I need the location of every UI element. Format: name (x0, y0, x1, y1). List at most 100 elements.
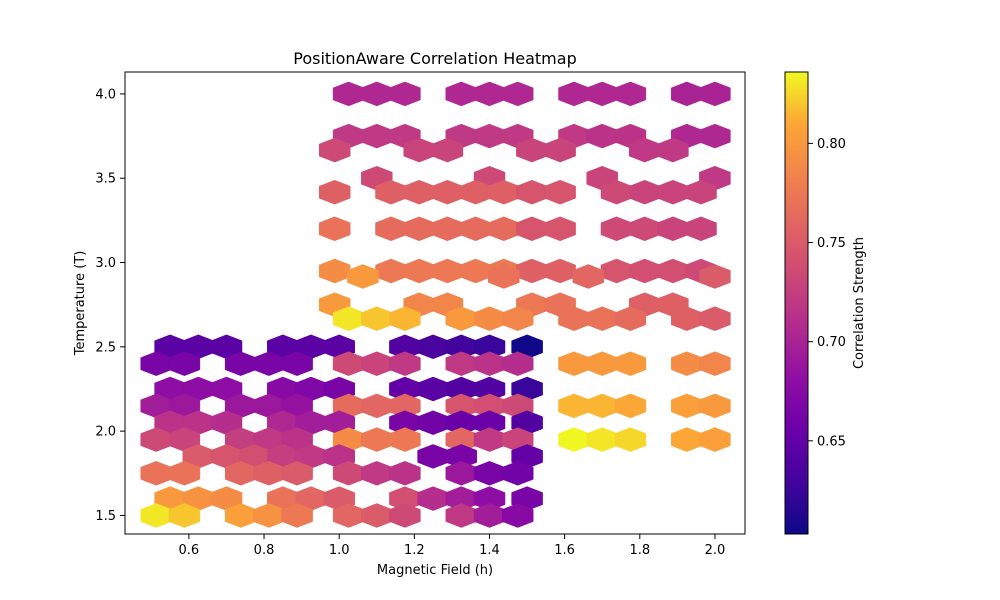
hex-cell (501, 81, 534, 107)
hex-cell (417, 486, 449, 511)
y-axis-label: Temperature (T) (73, 251, 88, 357)
chart-title: PositionAware Correlation Heatmap (293, 49, 576, 68)
hex-cell (628, 179, 661, 205)
hex-cell (657, 258, 689, 284)
hex-cell (389, 351, 421, 376)
hex-cell (473, 503, 506, 528)
y-tick-label: 3.0 (95, 256, 116, 271)
hex-cell (281, 503, 313, 528)
hex-cell (318, 216, 351, 242)
hex-cell (501, 503, 534, 528)
x-tick-label: 2.0 (705, 543, 726, 558)
hex-cell (501, 306, 534, 331)
x-axis-label: Magnetic Field (h) (377, 563, 493, 578)
x-tick-label: 1.4 (479, 543, 500, 558)
hex-cell (281, 351, 313, 376)
x-axis: 0.6 0.8 1.0 1.2 1.4 1.6 1.8 2.0 (179, 534, 726, 558)
hex-cell (361, 123, 393, 149)
hex-cell (389, 427, 421, 452)
colorbar (784, 71, 809, 535)
hex-cell (614, 393, 647, 419)
hex-cell (600, 216, 633, 242)
hex-cell (586, 81, 618, 107)
hex-cell (657, 216, 689, 242)
hex-cell (445, 351, 478, 376)
y-tick-label: 2.0 (95, 425, 116, 440)
hex-cell (657, 137, 689, 163)
colorbar-label: Correlation Strength (852, 237, 867, 369)
hex-cell (417, 444, 449, 469)
hex-cell (699, 306, 731, 331)
hex-cell (558, 393, 590, 419)
hex-cell (614, 81, 647, 107)
hex-cell (431, 258, 464, 284)
hex-cell (699, 123, 731, 149)
hex-cell (361, 503, 393, 528)
hexbin-cells (140, 81, 731, 528)
hex-cell (417, 410, 449, 435)
hex-cell (501, 461, 534, 486)
hex-cell (699, 427, 731, 452)
hex-cell (361, 81, 393, 107)
hex-cell (685, 179, 717, 205)
hex-cell (459, 258, 492, 284)
hex-cell (417, 376, 449, 402)
hex-cell (318, 258, 351, 284)
hex-cell (572, 264, 605, 289)
hex-cell (389, 503, 421, 528)
plot-area-frame (124, 71, 746, 535)
hex-cell (168, 461, 201, 486)
hex-cell (361, 427, 393, 452)
colorbar-tick-label: 0.80 (817, 137, 846, 152)
hex-cell (657, 179, 689, 205)
x-tick-label: 0.6 (179, 543, 200, 558)
hex-cell (281, 461, 313, 486)
hex-cell (347, 264, 379, 289)
hex-cell (699, 351, 731, 376)
hex-cell (389, 81, 421, 107)
hex-cell (473, 461, 506, 486)
hex-cell (544, 216, 576, 242)
x-tick-label: 1.6 (554, 543, 575, 558)
hex-cell (628, 216, 661, 242)
x-tick-label: 0.8 (254, 543, 275, 558)
hex-cell (501, 351, 534, 376)
hex-cell (614, 306, 647, 331)
y-axis: 1.5 2.0 2.5 3.0 3.5 4.0 (95, 87, 125, 524)
y-tick-label: 1.5 (95, 509, 116, 524)
hex-cell (699, 393, 731, 419)
hex-cell (403, 179, 435, 205)
hex-cell (671, 351, 703, 376)
hex-cell (417, 334, 449, 360)
hex-cell (473, 351, 506, 376)
y-tick-label: 2.5 (95, 340, 116, 355)
hex-cell (699, 81, 731, 107)
hex-cell (558, 427, 590, 452)
hex-cell (516, 179, 548, 205)
hex-cell (168, 351, 201, 376)
hex-cell (361, 306, 393, 331)
hex-cell (445, 503, 478, 528)
hex-cell (459, 216, 492, 242)
hex-cell (600, 258, 633, 284)
hex-cell (332, 81, 365, 107)
hex-cell (614, 427, 647, 452)
hex-cell (473, 123, 506, 149)
hex-cell (558, 351, 590, 376)
hex-cell (389, 461, 421, 486)
hex-cell (168, 503, 201, 528)
x-tick-label: 1.0 (329, 543, 350, 558)
hex-cell (361, 393, 393, 419)
hex-cell (431, 137, 464, 163)
hex-cell (544, 258, 576, 284)
hex-cell (516, 258, 548, 284)
hex-cell (685, 216, 717, 242)
hex-cell (671, 393, 703, 419)
hex-cell (403, 258, 435, 284)
colorbar-tick-label: 0.75 (817, 236, 846, 251)
hex-cell (544, 137, 576, 163)
hex-cell (445, 461, 478, 486)
hex-cell (586, 393, 618, 419)
y-tick-label: 4.0 (95, 87, 116, 102)
